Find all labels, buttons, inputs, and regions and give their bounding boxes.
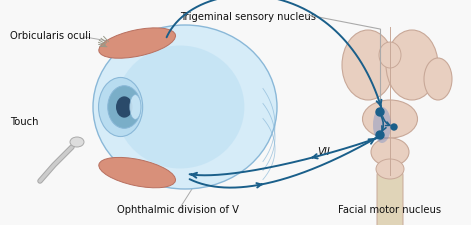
Circle shape — [391, 124, 397, 130]
Text: Orbicularis oculi: Orbicularis oculi — [10, 31, 91, 41]
Ellipse shape — [98, 78, 143, 137]
Ellipse shape — [108, 86, 141, 129]
Ellipse shape — [373, 108, 391, 143]
Ellipse shape — [130, 95, 141, 120]
Ellipse shape — [342, 31, 394, 101]
Text: Ophthalmic division of V: Ophthalmic division of V — [117, 204, 239, 214]
Text: Touch: Touch — [10, 117, 39, 126]
Circle shape — [376, 108, 384, 117]
Ellipse shape — [376, 159, 404, 179]
Ellipse shape — [70, 137, 84, 147]
Ellipse shape — [424, 59, 452, 101]
Circle shape — [376, 131, 384, 139]
Ellipse shape — [371, 138, 409, 166]
Ellipse shape — [379, 43, 401, 69]
Ellipse shape — [116, 97, 132, 118]
Ellipse shape — [93, 26, 277, 189]
Ellipse shape — [99, 29, 176, 59]
Text: Facial motor nucleus: Facial motor nucleus — [339, 204, 442, 214]
Ellipse shape — [386, 31, 438, 101]
FancyBboxPatch shape — [377, 172, 403, 225]
Ellipse shape — [115, 46, 244, 169]
Ellipse shape — [363, 101, 417, 138]
Text: VII: VII — [317, 146, 330, 156]
Text: Trigeminal sensory nucleus: Trigeminal sensory nucleus — [180, 12, 316, 22]
Ellipse shape — [99, 158, 176, 188]
